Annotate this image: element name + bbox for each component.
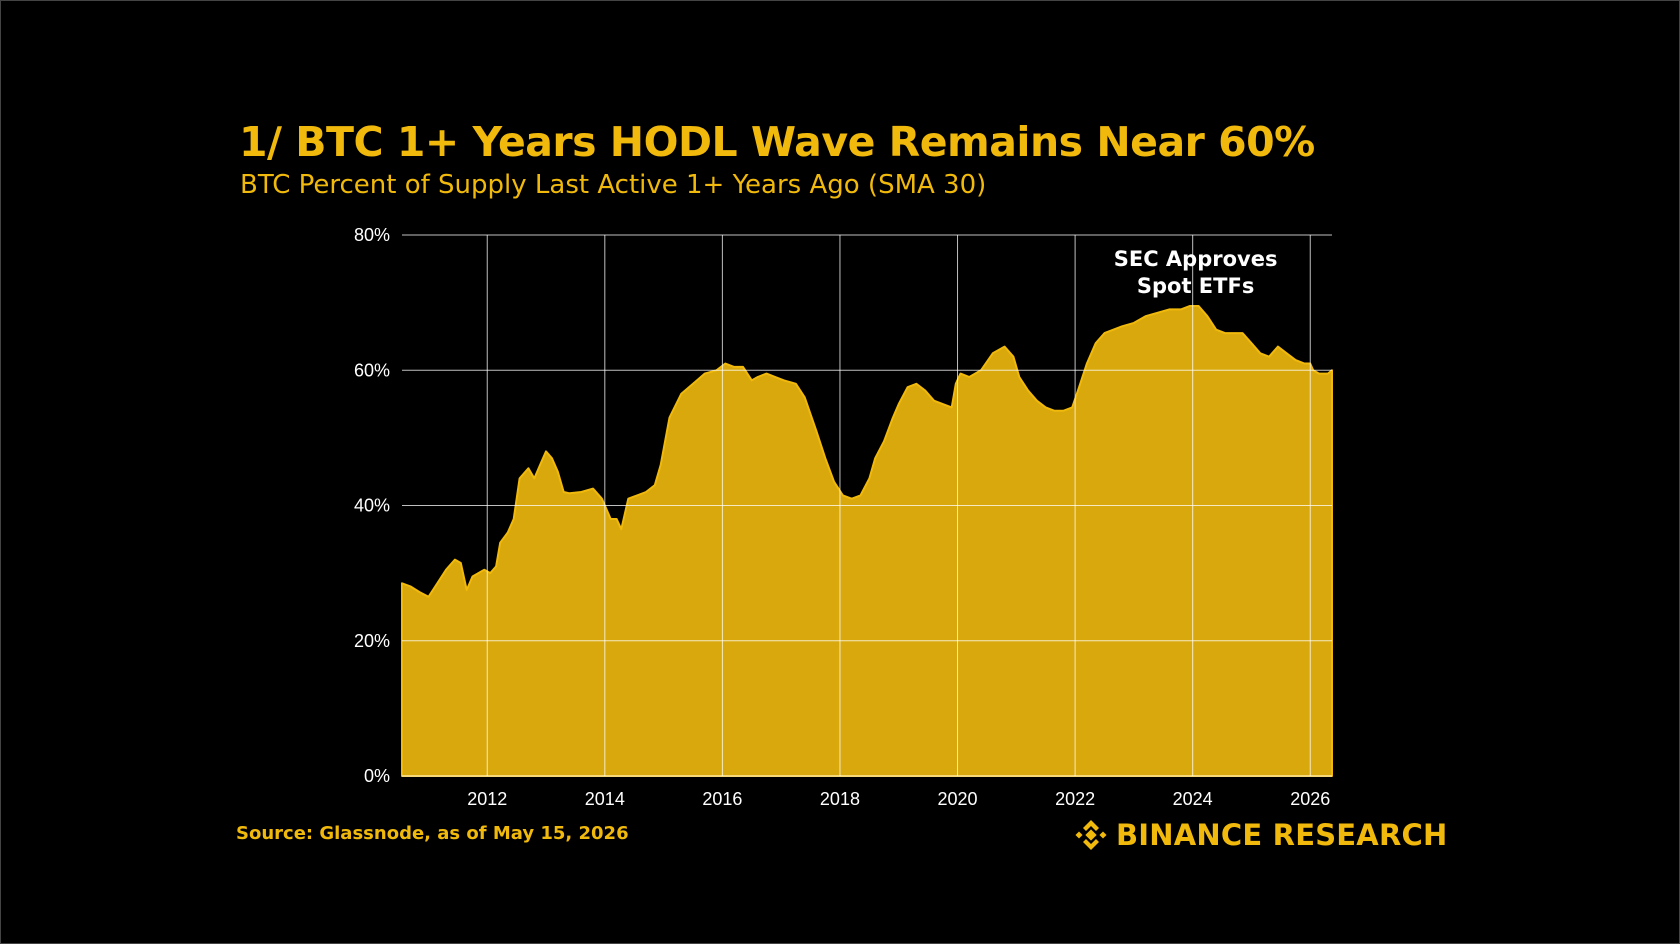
x-tick-label: 2018	[820, 789, 860, 809]
x-tick-label: 2022	[1055, 789, 1095, 809]
y-tick-label: 20%	[354, 631, 390, 651]
annotation-label: Spot ETFs	[1137, 274, 1254, 298]
grid-layer	[402, 234, 1332, 777]
y-tick-label: 40%	[354, 496, 390, 516]
x-tick-label: 2014	[585, 789, 625, 809]
x-tick-label: 2024	[1173, 789, 1213, 809]
area-layer	[401, 305, 1333, 777]
annotation-label: SEC Approves	[1114, 247, 1278, 271]
y-tick-label: 0%	[364, 766, 390, 786]
y-tick-label: 60%	[354, 360, 390, 380]
x-tick-label: 2020	[938, 789, 978, 809]
binance-logo-icon	[1075, 820, 1107, 850]
annotation-layer: SEC Approves Spot ETFs	[1114, 247, 1278, 298]
source-note: Source: Glassnode, as of May 15, 2026	[236, 823, 629, 844]
x-tick-label: 2016	[702, 789, 742, 809]
y-tick-label: 80%	[354, 225, 390, 245]
x-tick-label: 2012	[467, 789, 507, 809]
chart-title: 1/ BTC 1+ Years HODL Wave Remains Near 6…	[239, 118, 1315, 166]
x-tick-label: 2026	[1290, 789, 1330, 809]
chart-subtitle: BTC Percent of Supply Last Active 1+ Yea…	[240, 170, 987, 200]
brand-name: BINANCE RESEARCH	[1116, 818, 1448, 852]
hodl-area	[401, 305, 1333, 777]
binance-research-logo: BINANCE RESEARCH	[1074, 818, 1447, 852]
tick-layer: 0% 20% 40% 60% 80% 2012 2014 2016 2018 2020 2022 20…	[354, 225, 1330, 809]
